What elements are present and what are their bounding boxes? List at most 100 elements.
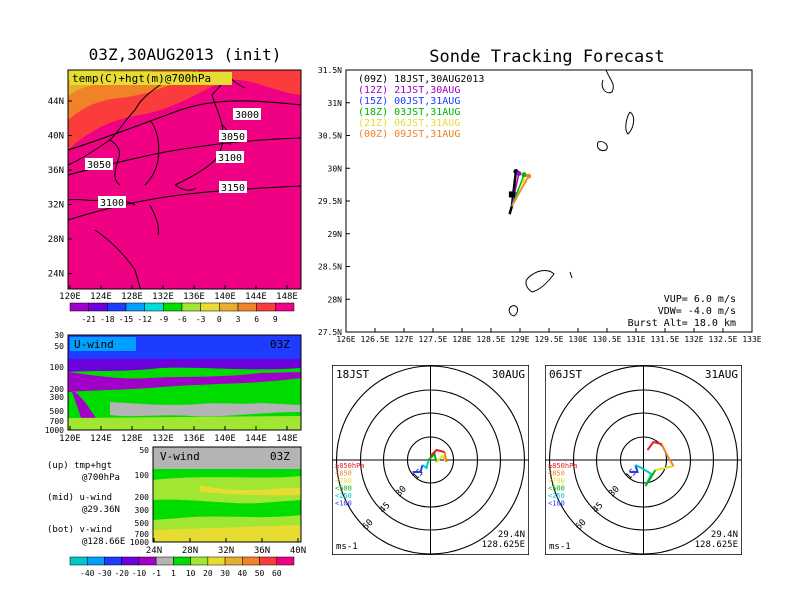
uwind-level-label: 200 [50, 385, 65, 394]
uwind-lon-label: 128E [121, 434, 143, 444]
hodograph-segment [412, 464, 424, 473]
wind-colorbar-cell [155, 556, 174, 566]
note-up: (up) tmp+hgt [47, 461, 112, 471]
track-lat-label: 31.5N [318, 66, 342, 75]
track-lon-label: 126E [336, 335, 355, 344]
uwind-lon-label: 136E [183, 434, 205, 444]
wind-colorbar-cell [138, 556, 157, 566]
left-title: 03Z,30AUG2013 (init) [89, 45, 282, 64]
uwind-title: U-wind [74, 338, 114, 351]
lon-label: 132E [152, 292, 174, 302]
wind-colorbar-label: 40 [237, 569, 247, 578]
contour-label: 3100 [100, 198, 124, 209]
legend-entry: (15Z) 00JST,31AUG [358, 96, 460, 107]
vwind-lat-label: 32N [218, 546, 234, 556]
uwind-time: 03Z [270, 338, 290, 351]
lon-label: 148E [276, 292, 298, 302]
lat-label: 28N [48, 235, 64, 245]
track-frame [345, 69, 753, 333]
uwind-lon-label: 144E [245, 434, 267, 444]
vwind-level-label: 300 [135, 506, 150, 515]
track-lon-label: 126.5E [361, 335, 390, 344]
track-endpoint [521, 172, 527, 178]
uwind-level-label: 30 [54, 331, 64, 340]
temp-colorbar-label: 0 [217, 315, 222, 324]
wind-colorbar-cell [190, 556, 209, 566]
temp-colorbar-label: -18 [100, 315, 115, 324]
note-bot: (bot) v-wind [47, 525, 112, 535]
vwind-level-label: 200 [135, 493, 150, 502]
uwind-lon-label: 148E [276, 434, 298, 444]
map-label: temp(C)+hgt(m)@700hPa [72, 72, 211, 85]
temp-colorbar-label: 9 [273, 315, 278, 324]
temp-colorbar-cell [163, 302, 183, 312]
wind-colorbar-label: -1 [151, 569, 161, 578]
track-lat-label: 28N [328, 295, 343, 304]
polar-level-label: ≥850hPa [335, 462, 365, 470]
param-burst: Burst Alt= 18.0 km [628, 318, 736, 329]
track-lon-label: 133E [742, 335, 761, 344]
uwind-level-label: 100 [50, 363, 65, 372]
wind-colorbar-label: 60 [272, 569, 282, 578]
vwind-lat-label: 36N [254, 546, 270, 556]
hodograph-segment [629, 464, 639, 473]
uwind-lon-label: 120E [59, 434, 81, 444]
lat-label: 40N [48, 132, 64, 142]
track-line [508, 205, 514, 215]
vwind-level-label: 1000 [130, 538, 149, 547]
polar-lat: 29.4N [498, 530, 525, 540]
wind-colorbar: -40 -30 -20 -10 -1 1 10 20 30 40 50 60 [69, 556, 295, 578]
param-vup: VUP= 6.0 m/s [664, 294, 736, 305]
wind-colorbar-label: -10 [132, 569, 147, 578]
track-lon-label: 130E [568, 335, 587, 344]
wind-colorbar-label: 10 [186, 569, 196, 578]
wind-colorbar-cell [207, 556, 226, 566]
uwind-level-label: 300 [50, 393, 65, 402]
wind-colorbar-cell [86, 556, 105, 566]
vwind-level-label: 500 [135, 519, 150, 528]
temp-colorbar-label: -21 [81, 315, 96, 324]
temp-colorbar-cell [275, 302, 295, 312]
polar-level-label: <100 [335, 500, 352, 508]
track-islands [508, 70, 635, 317]
temp-colorbar-label: -9 [159, 315, 169, 324]
temp-colorbar-cell [256, 302, 276, 312]
hodograph-segment [421, 459, 430, 470]
polar-time: 18JST [336, 368, 369, 381]
wind-colorbar-label: 1 [171, 569, 176, 578]
track-lon-label: 132.5E [709, 335, 738, 344]
temp-colorbar-label: -3 [196, 315, 206, 324]
uwind-frame [67, 334, 302, 431]
polar-date: 31AUG [705, 368, 738, 381]
track-lat-label: 29.5N [318, 197, 342, 206]
vwind-level-label: 50 [139, 446, 149, 455]
contour-label: 3100 [218, 153, 242, 164]
contour-label: 3050 [87, 160, 111, 171]
right-title: Sonde Tracking Forecast [429, 47, 664, 67]
temp-colorbar-cell [144, 302, 164, 312]
uwind-lon-label: 132E [152, 434, 174, 444]
hodograph-segment [655, 465, 674, 471]
temp-map-frame [67, 69, 302, 290]
uwind-level-label: 1000 [45, 426, 64, 435]
polar-level-label: ≥850hPa [548, 462, 578, 470]
lon-label: 128E [121, 292, 143, 302]
lon-label: 124E [90, 292, 112, 302]
track-lon-label: 127.5E [419, 335, 448, 344]
track-lat-label: 31N [328, 99, 343, 108]
temp-colorbar-label: 3 [236, 315, 241, 324]
uwind-panel: U-wind 03Z [68, 335, 301, 430]
track-lon-label: 131E [626, 335, 645, 344]
track-lon-label: 130.5E [593, 335, 622, 344]
vwind-lat-label: 40N [290, 546, 306, 556]
lon-label: 120E [59, 292, 81, 302]
note-up-level: @700hPa [82, 473, 120, 483]
temp-colorbar: -21 -18 -15 -12 -9 -6 -3 0 3 6 9 [69, 302, 295, 324]
polar-level-label: <500 [548, 485, 565, 493]
polar-level-label: <850 [548, 470, 565, 478]
hodograph-segment [644, 469, 657, 487]
polar-level-label: <700 [548, 477, 565, 485]
wind-colorbar-cell [104, 556, 122, 566]
wind-colorbar-cell [173, 556, 191, 566]
